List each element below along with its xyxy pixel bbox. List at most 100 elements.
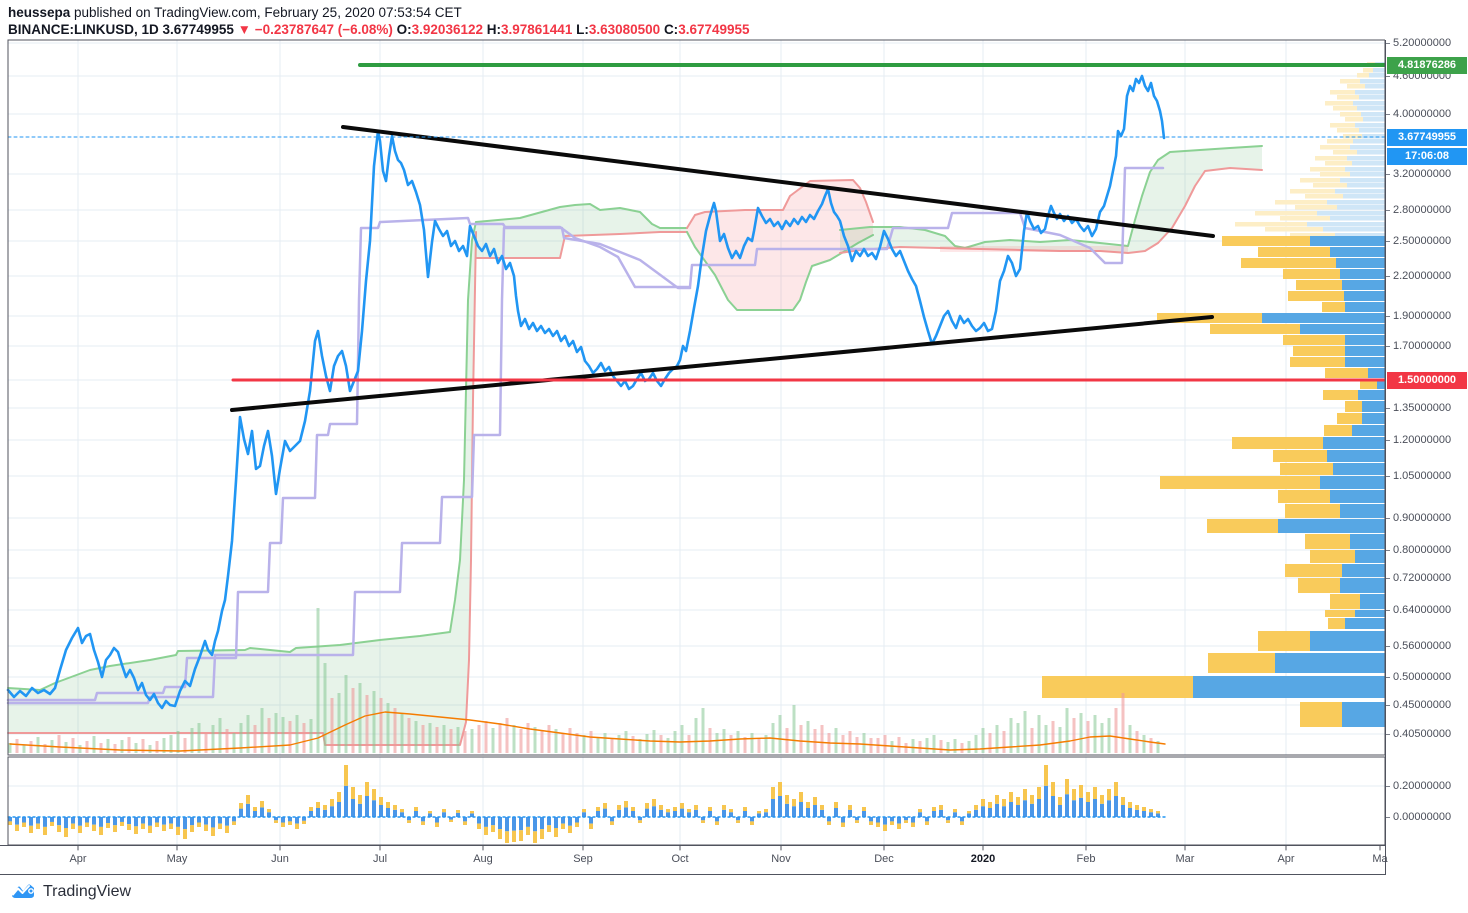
price-tick-label: 4.00000000 <box>1393 108 1452 120</box>
volume-bar <box>834 728 838 753</box>
delta-buy-bar <box>862 811 866 817</box>
volume-bar <box>162 738 166 753</box>
profile-sell-bar <box>1160 476 1320 489</box>
volume-bar <box>869 738 873 753</box>
price-tick-label: 2.50000000 <box>1393 235 1452 247</box>
volume-bar <box>414 721 418 753</box>
delta-sell-bar <box>491 825 495 832</box>
volume-bar <box>974 735 978 753</box>
volume-bar <box>540 731 544 753</box>
delta-buy-bar <box>820 809 824 817</box>
volume-bar <box>603 733 607 753</box>
delta-sell-bar <box>687 809 691 813</box>
volume-bar <box>428 723 432 753</box>
delta-buy-bar <box>1079 797 1083 817</box>
high-value: 3.97861441 <box>501 22 573 37</box>
delta-sell-bar <box>253 807 257 811</box>
profile-buy-bar-faded <box>1353 101 1385 106</box>
delta-buy-bar <box>78 817 82 826</box>
delta-buy-bar <box>652 806 656 817</box>
resistance-price-badge: 4.81876286 <box>1387 57 1467 74</box>
delta-sell-bar <box>617 805 621 810</box>
delta-sell-bar <box>127 824 131 830</box>
delta-buy-bar <box>1107 800 1111 817</box>
delta-buy-bar <box>407 817 411 821</box>
volume-bar <box>463 731 467 753</box>
volume-bar <box>1072 718 1076 753</box>
time-tick-label[interactable]: Sep <box>573 853 593 865</box>
volume-bar <box>1023 711 1027 753</box>
time-tick-label[interactable]: Aug <box>473 853 493 865</box>
profile-sell-bar-faded <box>1290 233 1335 238</box>
profile-sell-bar-faded <box>1330 123 1355 128</box>
delta-sell-bar <box>337 792 341 802</box>
delta-buy-bar <box>631 811 635 817</box>
volume-bar <box>918 741 922 753</box>
time-tick-label[interactable]: Dec <box>874 853 894 865</box>
delta-buy-bar <box>785 803 789 817</box>
delta-buy-bar <box>673 811 677 817</box>
time-tick-label[interactable]: Ma <box>1372 853 1388 865</box>
delta-buy-bar <box>162 817 166 825</box>
symbol-legend[interactable]: BINANCE:LINKUSD, 1D 3.67749955 ▼ −0.2378… <box>8 22 750 37</box>
delta-sell-bar <box>218 823 222 829</box>
time-tick-label[interactable]: Apr <box>69 853 87 865</box>
profile-buy-bar-faded <box>1357 150 1385 155</box>
price-axis[interactable]: 5.20000000 4.60000000 4.00000000 3.20000000… <box>1385 37 1468 875</box>
time-tick-label[interactable]: Mar <box>1175 853 1195 865</box>
delta-buy-bar <box>183 817 187 830</box>
volume-bar <box>400 713 404 753</box>
profile-sell-bar <box>1293 346 1345 356</box>
profile-sell-bar <box>1273 450 1327 462</box>
price-tickmark <box>1386 550 1390 551</box>
volume-bar <box>22 745 26 753</box>
delta-buy-bar <box>806 808 810 817</box>
volume-bar <box>645 734 649 753</box>
time-tick-label[interactable]: Feb <box>1076 853 1096 865</box>
profile-sell-bar <box>1258 631 1310 651</box>
delta-buy-bar <box>645 808 649 817</box>
volume-bar <box>92 736 96 753</box>
tradingview-logo[interactable]: TradingView <box>10 882 131 902</box>
delta-sell-bar <box>1023 789 1027 801</box>
delta-buy-bar <box>939 809 943 817</box>
delta-sell-bar <box>106 823 110 828</box>
delta-sell-bar <box>1079 785 1083 798</box>
profile-buy-bar <box>1300 324 1385 334</box>
tradingview-logo-text: TradingView <box>43 883 132 900</box>
symbol-name[interactable]: BINANCE:LINKUSD, 1D <box>8 22 159 37</box>
delta-buy-bar <box>148 817 152 826</box>
delta-buy-bar <box>799 802 803 817</box>
time-axis[interactable]: Apr May Jun Jul Aug Sep Oct Nov Dec 2020 Feb Mar Apr… <box>0 845 1388 875</box>
delta-buy-bar <box>813 805 817 817</box>
delta-buy-bar <box>127 817 131 825</box>
time-tick-label[interactable]: 2020 <box>970 853 996 865</box>
delta-sell-bar <box>176 826 180 835</box>
delta-buy-bar <box>365 796 369 817</box>
delta-buy-bar <box>743 811 747 817</box>
time-tick-label[interactable]: Jun <box>271 853 289 865</box>
volume-bar <box>120 740 124 753</box>
delta-buy-bar <box>491 817 495 826</box>
delta-buy-bar <box>253 811 257 817</box>
price-chart[interactable] <box>0 0 1385 913</box>
delta-sell-bar <box>561 823 565 829</box>
ichimoku-cloud <box>687 180 873 310</box>
volume-bar <box>561 733 565 753</box>
profile-buy-bar <box>1352 425 1385 436</box>
profile-buy-bar <box>1360 594 1385 609</box>
delta-sell-bar <box>365 782 369 796</box>
volume-bar <box>687 735 691 753</box>
time-tick-label[interactable]: Oct <box>671 853 689 865</box>
delta-sell-bar <box>883 824 887 831</box>
delta-buy-bar <box>554 817 558 828</box>
delta-buy-bar <box>71 817 75 824</box>
delta-sell-bar <box>435 822 439 827</box>
time-tick-label[interactable]: Apr <box>1277 853 1295 865</box>
delta-sell-bar <box>120 821 124 826</box>
volume-bar <box>792 705 796 753</box>
time-tick-label[interactable]: Nov <box>771 853 791 865</box>
time-tick-label[interactable]: Jul <box>372 853 388 865</box>
time-tick-label[interactable]: May <box>166 853 188 865</box>
delta-buy-bar <box>547 817 551 826</box>
